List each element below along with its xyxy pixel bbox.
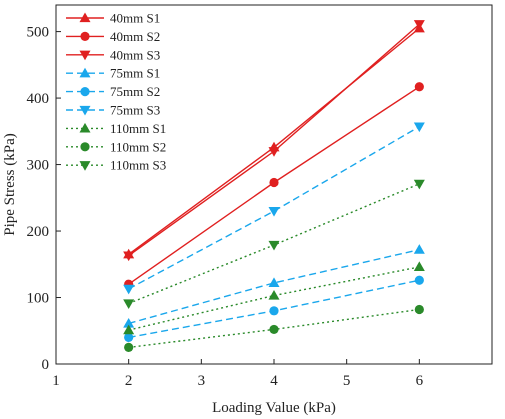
legend-label: 75mm S2 [110, 84, 160, 99]
series-110mm-s3 [123, 179, 425, 310]
y-tick-label: 200 [27, 224, 50, 240]
series-line [128, 126, 420, 290]
data-point [123, 324, 135, 335]
legend-item: 40mm S1 [66, 11, 160, 26]
series-75mm-s2 [124, 275, 424, 343]
series-75mm-s1 [123, 244, 425, 328]
series-110mm-s1 [123, 261, 425, 335]
legend-label: 75mm S1 [110, 66, 160, 81]
data-point [123, 284, 135, 295]
series-110mm-s2 [124, 304, 424, 352]
legend-label: 75mm S3 [110, 103, 160, 118]
y-tick-label: 400 [27, 91, 50, 107]
data-point [268, 290, 280, 300]
data-point [413, 122, 425, 133]
y-axis: 0 100 200 300 400 500 [27, 25, 61, 373]
data-point [413, 244, 425, 254]
series-line [128, 248, 420, 325]
data-point [268, 206, 280, 217]
legend-label: 110mm S2 [110, 139, 166, 154]
series-40mm-s2 [124, 82, 424, 289]
x-tick-label: 4 [270, 373, 278, 389]
data-point [269, 324, 279, 335]
legend-item: 75mm S3 [66, 103, 160, 118]
x-axis-label: Loading Value (kPa) [212, 400, 336, 416]
data-point [269, 177, 279, 188]
legend-marker [80, 31, 90, 41]
legend-label: 110mm S1 [110, 121, 166, 136]
data-point [123, 299, 135, 310]
series-40mm-s3 [123, 20, 425, 262]
legend-label: 40mm S1 [110, 11, 160, 26]
legend-marker [79, 105, 91, 116]
data-point [123, 251, 135, 262]
data-point [268, 277, 280, 288]
series-line [128, 23, 420, 257]
data-point [268, 147, 280, 157]
x-tick-label: 6 [416, 373, 424, 389]
legend-item: 110mm S2 [66, 139, 166, 154]
x-tick-label: 5 [343, 373, 351, 389]
legend-label: 110mm S3 [110, 158, 166, 173]
data-point [268, 240, 280, 251]
y-tick-label: 300 [27, 158, 50, 174]
data-point [123, 317, 135, 328]
data-point [413, 20, 425, 30]
legend-item: 40mm S3 [66, 47, 160, 62]
x-tick-label: 2 [125, 373, 133, 389]
y-tick-label: 0 [42, 357, 50, 373]
legend-label: 40mm S2 [110, 29, 160, 44]
series-layer [123, 20, 425, 352]
legend-item: 110mm S3 [66, 158, 166, 173]
legend-marker [79, 67, 91, 78]
data-point [269, 306, 279, 316]
data-point [124, 332, 134, 343]
series-75mm-s3 [123, 122, 425, 295]
legend-item: 75mm S2 [66, 84, 160, 99]
legend-marker [79, 161, 91, 171]
legend-item: 75mm S1 [66, 66, 160, 81]
legend-marker [79, 122, 91, 133]
data-point [414, 82, 424, 92]
data-point [413, 261, 425, 272]
legend-marker [80, 142, 90, 152]
data-point [414, 304, 424, 315]
x-axis: 1 2 3 4 5 6 [52, 359, 424, 389]
y-tick-label: 500 [27, 25, 50, 41]
legend-marker [79, 50, 91, 61]
data-point [413, 179, 425, 190]
data-point [414, 275, 424, 285]
data-point [124, 342, 134, 352]
legend-label: 40mm S3 [110, 47, 160, 62]
legend-item: 110mm S1 [66, 121, 166, 136]
y-tick-label: 100 [27, 291, 50, 307]
legend-item: 40mm S2 [66, 29, 160, 44]
legend-marker [80, 87, 90, 97]
x-tick-label: 3 [198, 373, 206, 389]
legend-marker [79, 12, 91, 23]
legend: 40mm S1 40mm S2 40mm S3 75mm S1 75mm S2 75mm … [66, 11, 166, 173]
y-axis-label: Pipe Stress (kPa) [2, 133, 18, 236]
x-tick-label: 1 [52, 373, 60, 389]
